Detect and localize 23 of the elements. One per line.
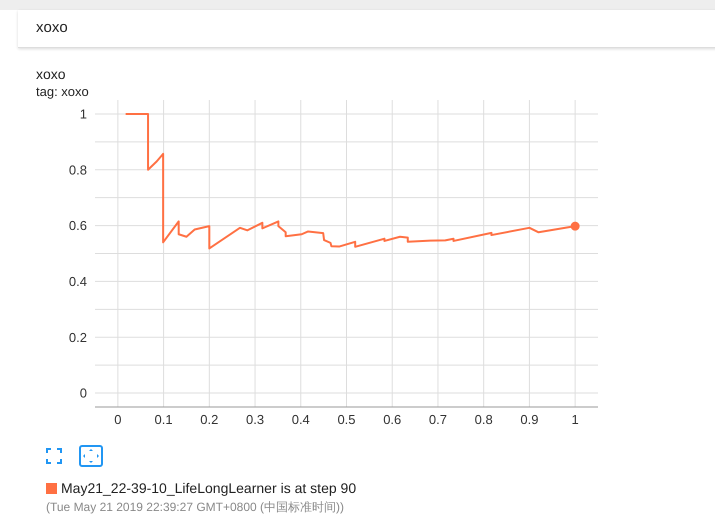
x-tick-label: 0 — [114, 412, 122, 428]
text: (Tue May 21 2019 22:39:27 GMT+0800 (中国标准时间)) — [46, 499, 344, 516]
x-tick-label: 0.1 — [154, 412, 173, 428]
chart-title: xoxo — [36, 19, 68, 36]
y-tick-label: 0.2 — [68, 330, 87, 345]
x-tick-label: 0.8 — [474, 412, 493, 428]
x-tick-label: 1 — [572, 412, 579, 428]
x-tick-label: 0.4 — [292, 412, 310, 428]
x-tick-label: 0.5 — [337, 412, 356, 428]
x-tick-label: 0.7 — [428, 412, 447, 428]
y-tick-label: 0.6 — [68, 218, 87, 234]
y-tick-label: 0.4 — [68, 274, 87, 290]
x-tick-label: 0.9 — [520, 412, 538, 428]
chart-subtitle: tag: xoxo — [36, 84, 89, 99]
y-tick-label: 0 — [80, 386, 87, 401]
x-tick-label: 0.3 — [246, 412, 264, 428]
x-tick-label: 0.6 — [383, 412, 402, 428]
chart-title: xoxo — [36, 66, 66, 82]
legend-label: May21_22-39-10_LifeLongLearner — [61, 480, 277, 496]
y-tick-label: 1 — [80, 106, 87, 122]
text: is at step 90 — [280, 480, 356, 496]
x-tick-label: 0.2 — [200, 412, 218, 428]
y-tick-label: 0.8 — [68, 162, 87, 178]
